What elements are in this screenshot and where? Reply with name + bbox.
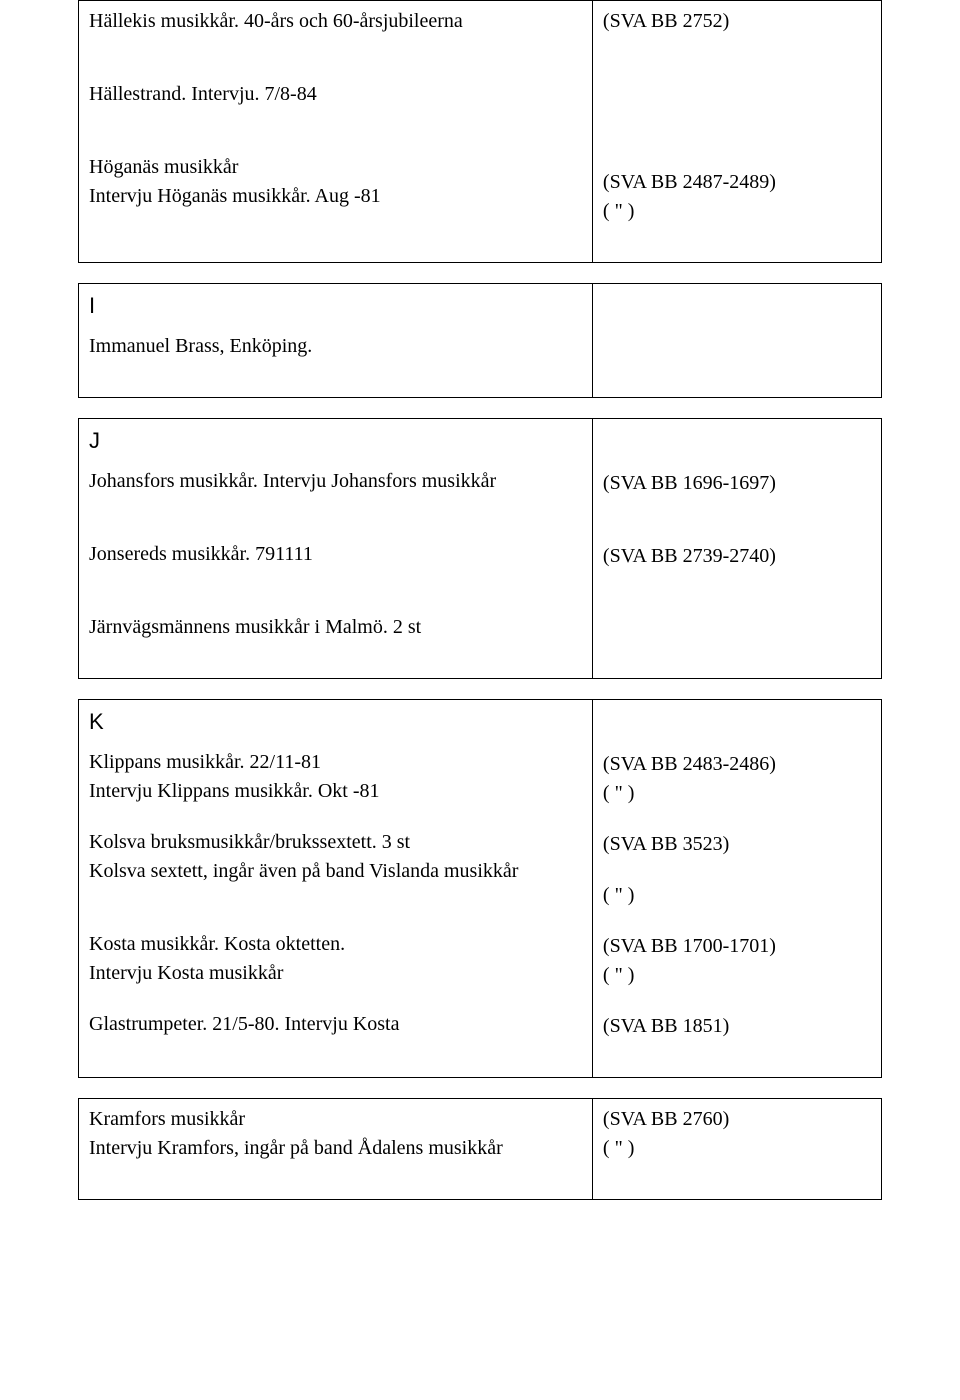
blank-line bbox=[89, 591, 582, 613]
text-line: Järnvägsmännens musikkår i Malmö. 2 st bbox=[89, 613, 582, 642]
blank-line bbox=[603, 520, 871, 542]
text-line: Hällestrand. Intervju. 7/8-84 bbox=[89, 80, 582, 109]
blank-line bbox=[603, 706, 871, 728]
entry-left-cell: I Immanuel Brass, Enköping. bbox=[79, 284, 593, 398]
blank-line bbox=[603, 447, 871, 469]
text-line: Hällekis musikkår. 40-års och 60-årsjubi… bbox=[89, 7, 582, 36]
section-letter: I bbox=[89, 290, 582, 322]
blank-line bbox=[89, 886, 582, 908]
text-line: Glastrumpeter. 21/5-80. Intervju Kosta bbox=[89, 1010, 582, 1039]
text-line: Kolsva bruksmusikkår/brukssextett. 3 st bbox=[89, 828, 582, 857]
text-line: Immanuel Brass, Enköping. bbox=[89, 332, 582, 361]
table-row: K Klippans musikkår. 22/11-81Intervju Kli… bbox=[79, 699, 882, 1077]
entry-left-cell: K Klippans musikkår. 22/11-81Intervju Kli… bbox=[79, 699, 593, 1077]
entry-right-cell bbox=[592, 284, 881, 398]
text-line: ( " ) bbox=[603, 1134, 871, 1163]
text-line: Höganäs musikkår bbox=[89, 153, 582, 182]
text-line: (SVA BB 1700-1701) bbox=[603, 932, 871, 961]
section-letter: J bbox=[89, 425, 582, 457]
entry-table: Kramfors musikkårIntervju Kramfors, ingå… bbox=[78, 1098, 882, 1200]
entry-right-cell: (SVA BB 1696-1697) (SVA BB 2739-2740) bbox=[592, 418, 881, 678]
text-line: ( " ) bbox=[603, 779, 871, 808]
section-letter: K bbox=[89, 706, 582, 738]
text-line: (SVA BB 2760) bbox=[603, 1105, 871, 1134]
blank-line bbox=[603, 990, 871, 1012]
text-line: (SVA BB 2483-2486) bbox=[603, 750, 871, 779]
table-row: Hällekis musikkår. 40-års och 60-årsjubi… bbox=[79, 1, 882, 263]
blank-line bbox=[89, 988, 582, 1010]
entry-table: Hällekis musikkår. 40-års och 60-årsjubi… bbox=[78, 0, 882, 263]
text-line: (SVA BB 3523) bbox=[603, 830, 871, 859]
blank-line bbox=[603, 808, 871, 830]
text-line: Intervju Höganäs musikkår. Aug -81 bbox=[89, 182, 582, 211]
blank-line bbox=[603, 498, 871, 520]
table-row: I Immanuel Brass, Enköping. bbox=[79, 284, 882, 398]
entry-right-cell: (SVA BB 2483-2486)( " )(SVA BB 3523)( " … bbox=[592, 699, 881, 1077]
blank-line bbox=[603, 58, 871, 80]
text-line: Jonsereds musikkår. 791111 bbox=[89, 540, 582, 569]
blank-line bbox=[89, 908, 582, 930]
blank-line bbox=[89, 806, 582, 828]
blank-line bbox=[89, 496, 582, 518]
blank-line bbox=[89, 518, 582, 540]
text-line: Klippans musikkår. 22/11-81 bbox=[89, 748, 582, 777]
text-line: Intervju Kramfors, ingår på band Ådalens… bbox=[89, 1134, 582, 1163]
entry-table: J Johansfors musikkår. Intervju Johansfor… bbox=[78, 418, 882, 679]
table-row: J Johansfors musikkår. Intervju Johansfor… bbox=[79, 418, 882, 678]
text-line: Kolsva sextett, ingår även på band Visla… bbox=[89, 857, 582, 886]
blank-line bbox=[603, 80, 871, 102]
blank-line bbox=[603, 859, 871, 881]
table-row: Kramfors musikkårIntervju Kramfors, ingå… bbox=[79, 1098, 882, 1199]
blank-line bbox=[89, 569, 582, 591]
blank-line bbox=[603, 728, 871, 750]
document-page: Hällekis musikkår. 40-års och 60-årsjubi… bbox=[0, 0, 960, 1260]
entry-left-cell: Kramfors musikkårIntervju Kramfors, ingå… bbox=[79, 1098, 593, 1199]
text-line: (SVA BB 1696-1697) bbox=[603, 469, 871, 498]
text-line: (SVA BB 2739-2740) bbox=[603, 542, 871, 571]
entry-left-cell: J Johansfors musikkår. Intervju Johansfor… bbox=[79, 418, 593, 678]
text-line: Kramfors musikkår bbox=[89, 1105, 582, 1134]
text-line: ( " ) bbox=[603, 961, 871, 990]
text-line: Intervju Kosta musikkår bbox=[89, 959, 582, 988]
blank-line bbox=[89, 58, 582, 80]
blank-line bbox=[603, 146, 871, 168]
text-line: ( " ) bbox=[603, 881, 871, 910]
entry-right-cell: (SVA BB 2752) (SVA BB 2487-2489)( " ) bbox=[592, 1, 881, 263]
entry-table: I Immanuel Brass, Enköping. bbox=[78, 283, 882, 398]
entry-table: K Klippans musikkår. 22/11-81Intervju Kli… bbox=[78, 699, 882, 1078]
entry-left-cell: Hällekis musikkår. 40-års och 60-årsjubi… bbox=[79, 1, 593, 263]
blank-line bbox=[603, 425, 871, 447]
text-line: (SVA BB 1851) bbox=[603, 1012, 871, 1041]
blank-line bbox=[89, 109, 582, 131]
blank-line bbox=[603, 910, 871, 932]
blank-line bbox=[603, 102, 871, 124]
text-line: (SVA BB 2487-2489) bbox=[603, 168, 871, 197]
text-line: (SVA BB 2752) bbox=[603, 7, 871, 36]
blank-line bbox=[89, 36, 582, 58]
text-line: ( " ) bbox=[603, 197, 871, 226]
entry-right-cell: (SVA BB 2760)( " ) bbox=[592, 1098, 881, 1199]
blank-line bbox=[89, 131, 582, 153]
text-line: Johansfors musikkår. Intervju Johansfors… bbox=[89, 467, 582, 496]
text-line: Kosta musikkår. Kosta oktetten. bbox=[89, 930, 582, 959]
blank-line bbox=[603, 36, 871, 58]
blank-line bbox=[603, 124, 871, 146]
text-line: Intervju Klippans musikkår. Okt -81 bbox=[89, 777, 582, 806]
